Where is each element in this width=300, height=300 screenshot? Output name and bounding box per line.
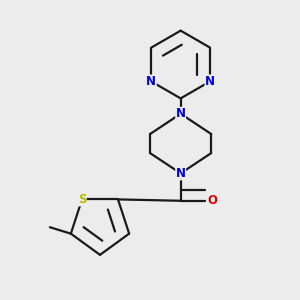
Text: O: O — [207, 194, 217, 207]
Text: N: N — [205, 75, 215, 88]
Text: S: S — [78, 193, 86, 206]
Text: N: N — [176, 167, 186, 180]
Text: N: N — [176, 107, 186, 120]
Text: N: N — [146, 75, 156, 88]
